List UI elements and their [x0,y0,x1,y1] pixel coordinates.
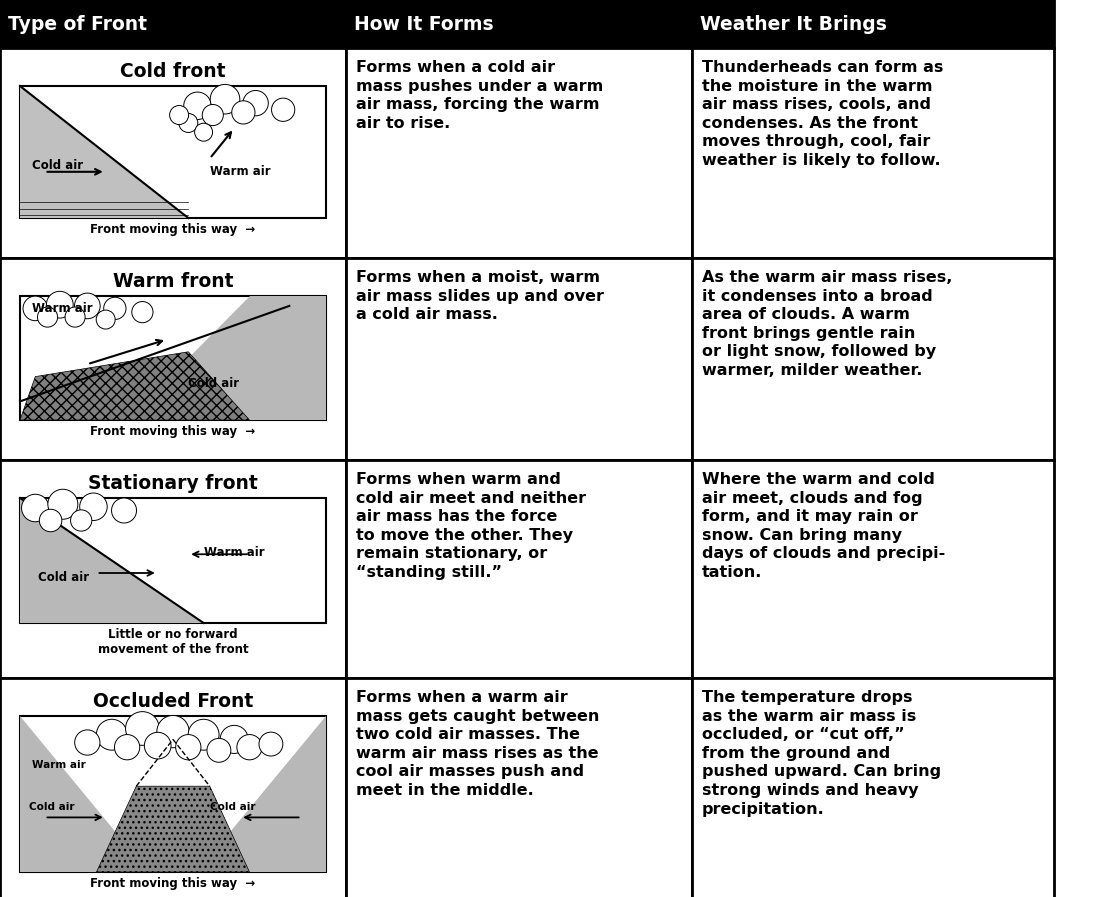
Bar [346,0,692,48]
Circle shape [46,292,74,318]
Circle shape [114,735,140,760]
Circle shape [125,711,160,745]
Bar [346,678,692,897]
Text: Type of Front: Type of Front [8,14,147,33]
Polygon shape [20,352,250,420]
Bar [0,0,346,48]
Circle shape [210,84,240,114]
Text: Front moving this way  →: Front moving this way → [90,223,255,236]
Circle shape [70,509,91,531]
Bar [20,498,326,623]
Text: Forms when a moist, warm
air mass slides up and over
a cold air mass.: Forms when a moist, warm air mass slides… [356,270,604,322]
Text: Cold air: Cold air [39,570,89,584]
Circle shape [188,719,219,750]
Text: Cold air: Cold air [188,377,240,389]
Circle shape [96,310,115,329]
Polygon shape [20,86,188,218]
Polygon shape [128,296,326,420]
Text: Little or no forward
movement of the front: Little or no forward movement of the fro… [98,628,249,656]
Circle shape [207,738,231,762]
Text: How It Forms: How It Forms [354,14,494,33]
Bar [692,460,1054,678]
Circle shape [202,104,223,126]
Text: Occluded Front: Occluded Front [92,692,253,711]
Bar [0,678,346,897]
Circle shape [220,726,249,753]
Bar [0,48,346,258]
Circle shape [40,509,62,532]
Polygon shape [20,86,179,218]
Polygon shape [97,786,250,872]
Circle shape [176,735,201,760]
Text: Front moving this way  →: Front moving this way → [90,877,255,890]
Circle shape [22,494,50,522]
Circle shape [75,293,100,318]
Text: Stationary front: Stationary front [88,474,257,493]
Bar [20,86,326,218]
Polygon shape [20,498,204,623]
Circle shape [97,719,128,750]
Circle shape [157,716,189,748]
Circle shape [232,100,255,124]
Circle shape [65,307,85,327]
Bar [346,258,692,460]
Text: Front moving this way  →: Front moving this way → [90,425,255,438]
Text: Forms when a warm air
mass gets caught between
two cold air masses. The
warm air: Forms when a warm air mass gets caught b… [356,690,600,798]
Circle shape [195,123,212,141]
Polygon shape [198,716,326,872]
Bar [0,258,346,460]
Circle shape [132,301,153,323]
Circle shape [169,106,188,125]
Bar [20,296,326,420]
Text: Warm front: Warm front [112,272,233,291]
Circle shape [111,498,136,523]
Text: Cold front: Cold front [120,62,226,81]
Bar [692,678,1054,897]
Circle shape [272,98,295,121]
Circle shape [179,113,198,133]
Text: Forms when a cold air
mass pushes under a warm
air mass, forcing the warm
air to: Forms when a cold air mass pushes under … [356,60,603,131]
Text: Where the warm and cold
air meet, clouds and fog
form, and it may rain or
snow. : Where the warm and cold air meet, clouds… [702,472,945,580]
Circle shape [243,91,268,116]
Text: Warm air: Warm air [32,760,86,770]
Bar [692,258,1054,460]
Text: Warm air: Warm air [32,302,92,315]
Bar [692,0,1054,48]
Bar [346,48,692,258]
Text: Cold air: Cold air [30,802,75,812]
Text: As the warm air mass rises,
it condenses into a broad
area of clouds. A warm
fro: As the warm air mass rises, it condenses… [702,270,953,378]
Text: Cold air: Cold air [32,159,84,171]
Text: Warm air: Warm air [210,165,271,179]
Circle shape [144,732,170,759]
Text: Weather It Brings: Weather It Brings [700,14,887,33]
Text: Thunderheads can form as
the moisture in the warm
air mass rises, cools, and
con: Thunderheads can form as the moisture in… [702,60,944,168]
Circle shape [75,730,100,755]
Circle shape [47,489,78,519]
Circle shape [236,735,262,760]
Text: Warm air: Warm air [204,545,264,559]
Bar [20,716,326,872]
Circle shape [258,732,283,756]
Circle shape [79,493,107,520]
Circle shape [184,92,211,119]
Circle shape [37,307,57,327]
Bar [0,460,346,678]
Polygon shape [20,716,148,872]
Circle shape [23,296,47,320]
Text: Cold air: Cold air [210,802,255,812]
Text: Forms when warm and
cold air meet and neither
air mass has the force
to move the: Forms when warm and cold air meet and ne… [356,472,586,580]
Circle shape [103,297,127,319]
Text: The temperature drops
as the warm air mass is
occluded, or “cut off,”
from the g: The temperature drops as the warm air ma… [702,690,942,816]
Bar [346,460,692,678]
Bar [692,48,1054,258]
